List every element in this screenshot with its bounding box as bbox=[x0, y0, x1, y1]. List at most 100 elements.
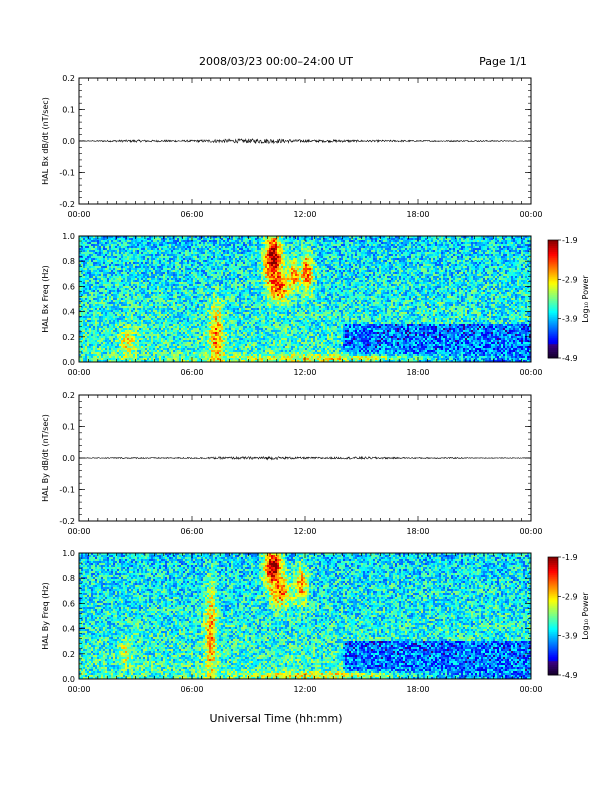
spectrogram-cell bbox=[225, 318, 227, 320]
spectrogram-cell bbox=[191, 270, 193, 272]
spectrogram-cell bbox=[213, 260, 215, 262]
spectrogram-cell bbox=[149, 286, 151, 288]
spectrogram-cell bbox=[111, 332, 113, 334]
spectrogram-cell bbox=[195, 342, 197, 344]
spectrogram-cell bbox=[159, 344, 161, 346]
spectrogram-cell bbox=[175, 308, 177, 310]
spectrogram-cell bbox=[187, 264, 189, 266]
spectrogram-cell bbox=[115, 308, 117, 310]
spectrogram-cell bbox=[227, 254, 229, 256]
spectrogram-cell bbox=[91, 310, 93, 312]
spectrogram-cell bbox=[213, 296, 215, 298]
spectrogram-cell bbox=[227, 262, 229, 264]
spectrogram-cell bbox=[221, 306, 223, 308]
spectrogram-cell bbox=[175, 242, 177, 244]
spectrogram-cell bbox=[111, 284, 113, 286]
spectrogram-cell bbox=[189, 350, 191, 352]
spectrogram-cell bbox=[191, 264, 193, 266]
spectrogram-cell bbox=[139, 274, 141, 276]
spectrogram-cell bbox=[143, 264, 145, 266]
spectrogram-cell bbox=[229, 330, 231, 332]
spectrogram-cell bbox=[93, 260, 95, 262]
spectrogram-cell bbox=[139, 332, 141, 334]
spectrogram-cell bbox=[119, 326, 121, 328]
spectrogram-cell bbox=[229, 296, 231, 298]
spectrogram-cell bbox=[117, 290, 119, 292]
spectrogram-cell bbox=[143, 286, 145, 288]
spectrogram-cell bbox=[177, 326, 179, 328]
spectrogram-cell bbox=[135, 302, 137, 304]
spectrogram-cell bbox=[83, 300, 85, 302]
spectrogram-cell bbox=[93, 264, 95, 266]
spectrogram-cell bbox=[189, 308, 191, 310]
spectrogram-cell bbox=[219, 304, 221, 306]
spectrogram-cell bbox=[191, 298, 193, 300]
spectrogram-cell bbox=[155, 306, 157, 308]
spectrogram-cell bbox=[229, 292, 231, 294]
spectrogram-cell bbox=[163, 240, 165, 242]
spectrogram-cell bbox=[129, 306, 131, 308]
spectrogram-cell bbox=[221, 304, 223, 306]
page-title: 2008/03/23 00:00–24:00 UT bbox=[199, 55, 353, 68]
spectrogram-cell bbox=[119, 282, 121, 284]
spectrogram-cell bbox=[201, 338, 203, 340]
spectrogram-cell bbox=[103, 304, 105, 306]
spectrogram-cell bbox=[231, 308, 233, 310]
spectrogram-cell bbox=[161, 280, 163, 282]
spectrogram-cell bbox=[135, 342, 137, 344]
spectrogram-cell bbox=[231, 286, 233, 288]
spectrogram-cell bbox=[221, 282, 223, 284]
spectrogram-cell bbox=[127, 252, 129, 254]
spectrogram-cell bbox=[129, 332, 131, 334]
spectrogram-cell bbox=[141, 334, 143, 336]
spectrogram-cell bbox=[221, 316, 223, 318]
spectrogram-cell bbox=[109, 276, 111, 278]
spectrogram-cell bbox=[181, 330, 183, 332]
spectrogram-cell bbox=[127, 290, 129, 292]
spectrogram-cell bbox=[167, 304, 169, 306]
spectrogram-cell bbox=[181, 282, 183, 284]
spectrogram-cell bbox=[219, 244, 221, 246]
spectrogram-cell bbox=[143, 248, 145, 250]
spectrogram-cell bbox=[211, 238, 213, 240]
spectrogram-cell bbox=[229, 338, 231, 340]
spectrogram-cell bbox=[203, 274, 205, 276]
spectrogram-cell bbox=[155, 276, 157, 278]
spectrogram-cell bbox=[97, 302, 99, 304]
spectrogram-cell bbox=[219, 342, 221, 344]
spectrogram-cell bbox=[119, 296, 121, 298]
spectrogram-cell bbox=[223, 292, 225, 294]
spectrogram-cell bbox=[153, 286, 155, 288]
spectrogram-cell bbox=[137, 336, 139, 338]
spectrogram-cell bbox=[109, 330, 111, 332]
spectrogram-cell bbox=[95, 304, 97, 306]
spectrogram-cell bbox=[97, 354, 99, 356]
spectrogram-cell bbox=[189, 304, 191, 306]
spectrogram-cell bbox=[187, 356, 189, 358]
spectrogram-cell bbox=[149, 258, 151, 260]
spectrogram-cell bbox=[227, 244, 229, 246]
spectrogram-cell bbox=[221, 288, 223, 290]
spectrogram-cell bbox=[215, 340, 217, 342]
spectrogram-cell bbox=[129, 348, 131, 350]
spectrogram-cell bbox=[123, 298, 125, 300]
spectrogram-cell bbox=[231, 296, 233, 298]
spectrogram-cell bbox=[145, 324, 147, 326]
spectrogram-cell bbox=[91, 314, 93, 316]
spectrogram-cell bbox=[95, 334, 97, 336]
spectrogram-cell bbox=[189, 250, 191, 252]
spectrogram-cell bbox=[175, 290, 177, 292]
spectrogram-cell bbox=[187, 276, 189, 278]
spectrogram-cell bbox=[217, 310, 219, 312]
spectrogram-cell bbox=[147, 266, 149, 268]
spectrogram-cell bbox=[83, 358, 85, 360]
spectrogram-cell bbox=[83, 274, 85, 276]
spectrogram-cell bbox=[131, 274, 133, 276]
spectrogram-cell bbox=[211, 346, 213, 348]
spectrogram-cell bbox=[121, 340, 123, 342]
spectrogram-cell bbox=[85, 350, 87, 352]
spectrogram-cell bbox=[159, 248, 161, 250]
spectrogram-cell bbox=[129, 274, 131, 276]
spectrogram-cell bbox=[193, 290, 195, 292]
spectrogram-cell bbox=[99, 290, 101, 292]
